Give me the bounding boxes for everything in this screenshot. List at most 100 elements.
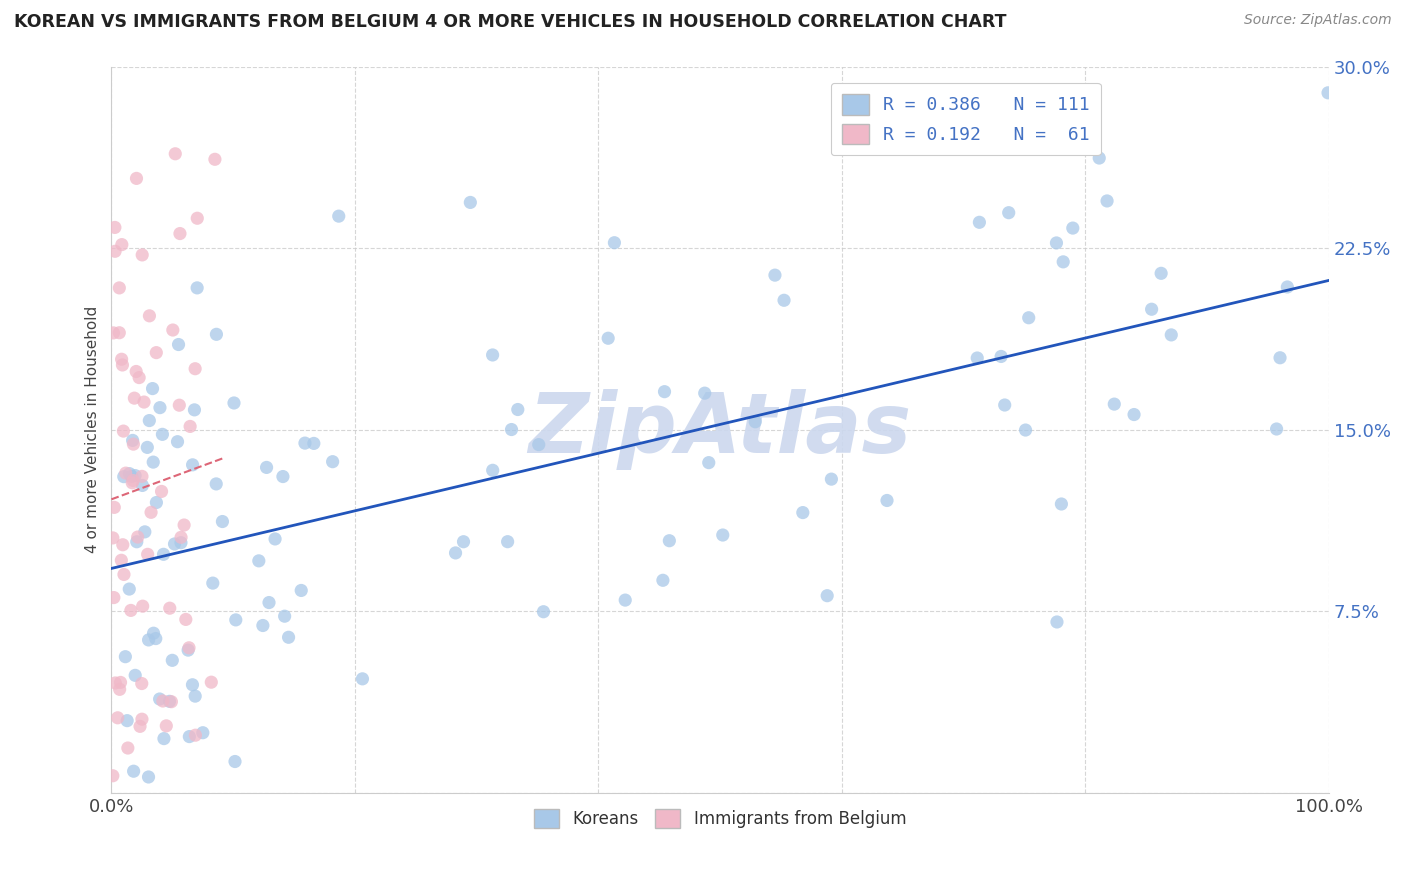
Point (183, 402, 205, 417)
Point (177, 643, 200, 657)
Point (994, 398, 1017, 412)
Point (247, 554, 270, 568)
Point (614, 593, 637, 607)
Point (169, 227, 191, 241)
Point (184, 728, 207, 742)
Point (131, 676, 153, 690)
Point (328, 209, 350, 223)
Point (131, 469, 153, 483)
Point (997, 205, 1019, 219)
Point (149, 692, 172, 706)
Point (1045, 235, 1067, 250)
Point (252, 618, 274, 632)
Point (145, 495, 167, 509)
Point (1140, 302, 1163, 317)
Point (966, 351, 988, 365)
Point (1277, 280, 1299, 294)
Point (711, 528, 734, 542)
Point (1123, 408, 1146, 422)
Text: KOREAN VS IMMIGRANTS FROM BELGIUM 4 OR MORE VEHICLES IN HOUSEHOLD CORRELATION CH: KOREAN VS IMMIGRANTS FROM BELGIUM 4 OR M… (14, 13, 1007, 31)
Point (108, 281, 131, 295)
Point (453, 534, 475, 549)
Point (111, 358, 134, 372)
Point (104, 244, 127, 259)
Point (112, 469, 135, 483)
Point (1317, 86, 1340, 100)
Point (201, 576, 224, 591)
Point (108, 682, 131, 697)
Point (533, 605, 555, 619)
Point (134, 524, 156, 539)
Point (264, 532, 287, 546)
Point (654, 384, 676, 399)
Point (184, 361, 207, 376)
Point (173, 518, 195, 533)
Point (139, 505, 162, 519)
Point (149, 401, 172, 415)
Point (186, 211, 208, 226)
Point (225, 613, 247, 627)
Point (1150, 266, 1173, 280)
Point (1088, 151, 1111, 165)
Point (496, 534, 519, 549)
Point (152, 547, 174, 561)
Point (142, 626, 165, 640)
Point (162, 323, 184, 337)
Point (136, 547, 159, 561)
Point (990, 350, 1012, 364)
Point (181, 678, 204, 692)
Legend: Koreans, Immigrants from Belgium: Koreans, Immigrants from Belgium (527, 803, 912, 835)
Point (136, 441, 159, 455)
Point (125, 364, 148, 378)
Point (191, 725, 214, 739)
Point (142, 455, 165, 469)
Point (177, 640, 200, 655)
Point (159, 601, 181, 615)
Point (170, 535, 193, 549)
Point (773, 293, 796, 308)
Point (103, 591, 125, 605)
Point (481, 348, 503, 362)
Point (128, 370, 150, 384)
Point (1160, 327, 1182, 342)
Point (603, 235, 626, 250)
Point (117, 741, 139, 756)
Point (124, 468, 146, 483)
Point (501, 423, 523, 437)
Point (1104, 397, 1126, 411)
Point (481, 463, 503, 477)
Point (170, 530, 193, 544)
Point (132, 395, 155, 409)
Point (111, 538, 134, 552)
Point (112, 424, 135, 438)
Point (179, 419, 201, 434)
Point (110, 553, 132, 567)
Point (277, 630, 299, 644)
Point (1018, 310, 1040, 325)
Point (693, 386, 716, 401)
Point (131, 478, 153, 492)
Point (104, 676, 127, 690)
Point (145, 632, 167, 646)
Point (112, 567, 135, 582)
Point (159, 694, 181, 708)
Point (138, 309, 160, 323)
Point (114, 649, 136, 664)
Point (763, 268, 786, 282)
Point (124, 668, 146, 682)
Point (162, 653, 184, 667)
Point (876, 493, 898, 508)
Point (110, 352, 132, 367)
Point (152, 427, 174, 442)
Point (103, 500, 125, 515)
Point (122, 437, 145, 451)
Point (598, 331, 620, 345)
Point (273, 609, 295, 624)
Point (165, 146, 187, 161)
Point (167, 337, 190, 351)
Point (205, 477, 228, 491)
Point (163, 537, 186, 551)
Point (160, 695, 183, 709)
Point (118, 582, 141, 596)
Point (145, 345, 167, 359)
